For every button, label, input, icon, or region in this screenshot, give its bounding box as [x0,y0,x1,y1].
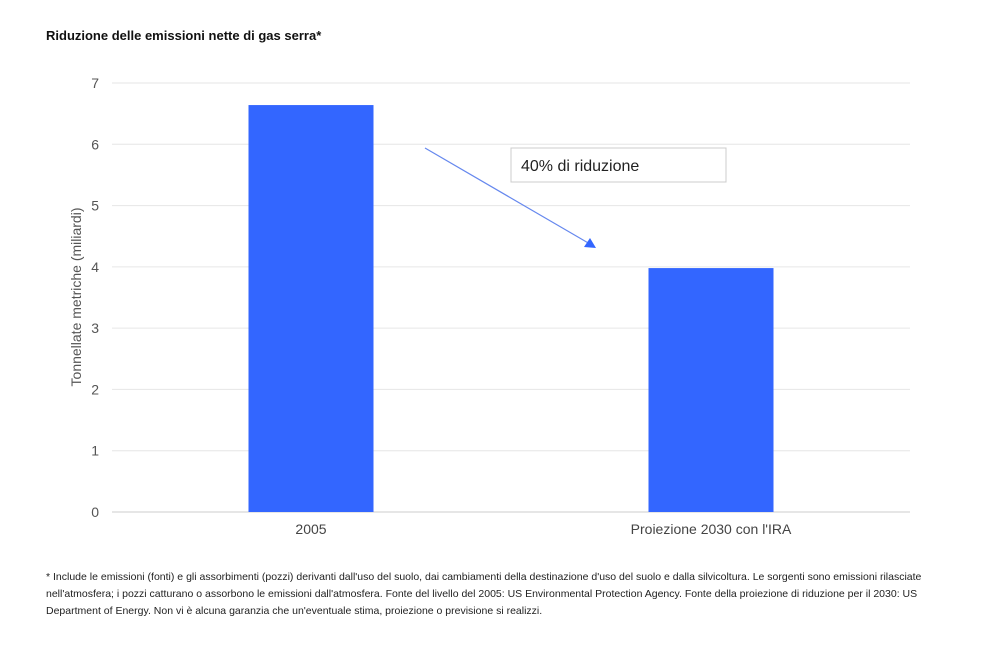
bar-chart: 0 1 2 3 4 5 6 7 2005 Proiezione 2030 con l'IRA To… [68,75,910,537]
y-tick-label: 4 [91,259,99,275]
annotation-text: 40% di riduzione [521,158,639,175]
y-tick-label: 2 [91,381,99,397]
y-tick-label: 7 [91,75,99,91]
y-axis-label: Tonnellate metriche (miliardi) [68,208,84,387]
annotation-arrow [424,147,596,248]
y-tick-label: 3 [91,320,99,336]
chart-title: Riduzione delle emissioni nette di gas s… [46,28,322,43]
bar-1 [648,268,774,512]
y-tick-label: 0 [91,504,99,520]
y-tick-label: 6 [91,136,99,152]
y-tick-label: 5 [91,198,99,214]
footnote: * Include le emissioni (fonti) e gli ass… [46,571,922,617]
annotation-box [510,147,727,183]
y-tick-label: 1 [91,443,99,459]
x-tick-label: 2005 [295,521,326,537]
bar-0 [248,105,374,512]
x-tick-label: Proiezione 2030 con l'IRA [631,521,792,537]
